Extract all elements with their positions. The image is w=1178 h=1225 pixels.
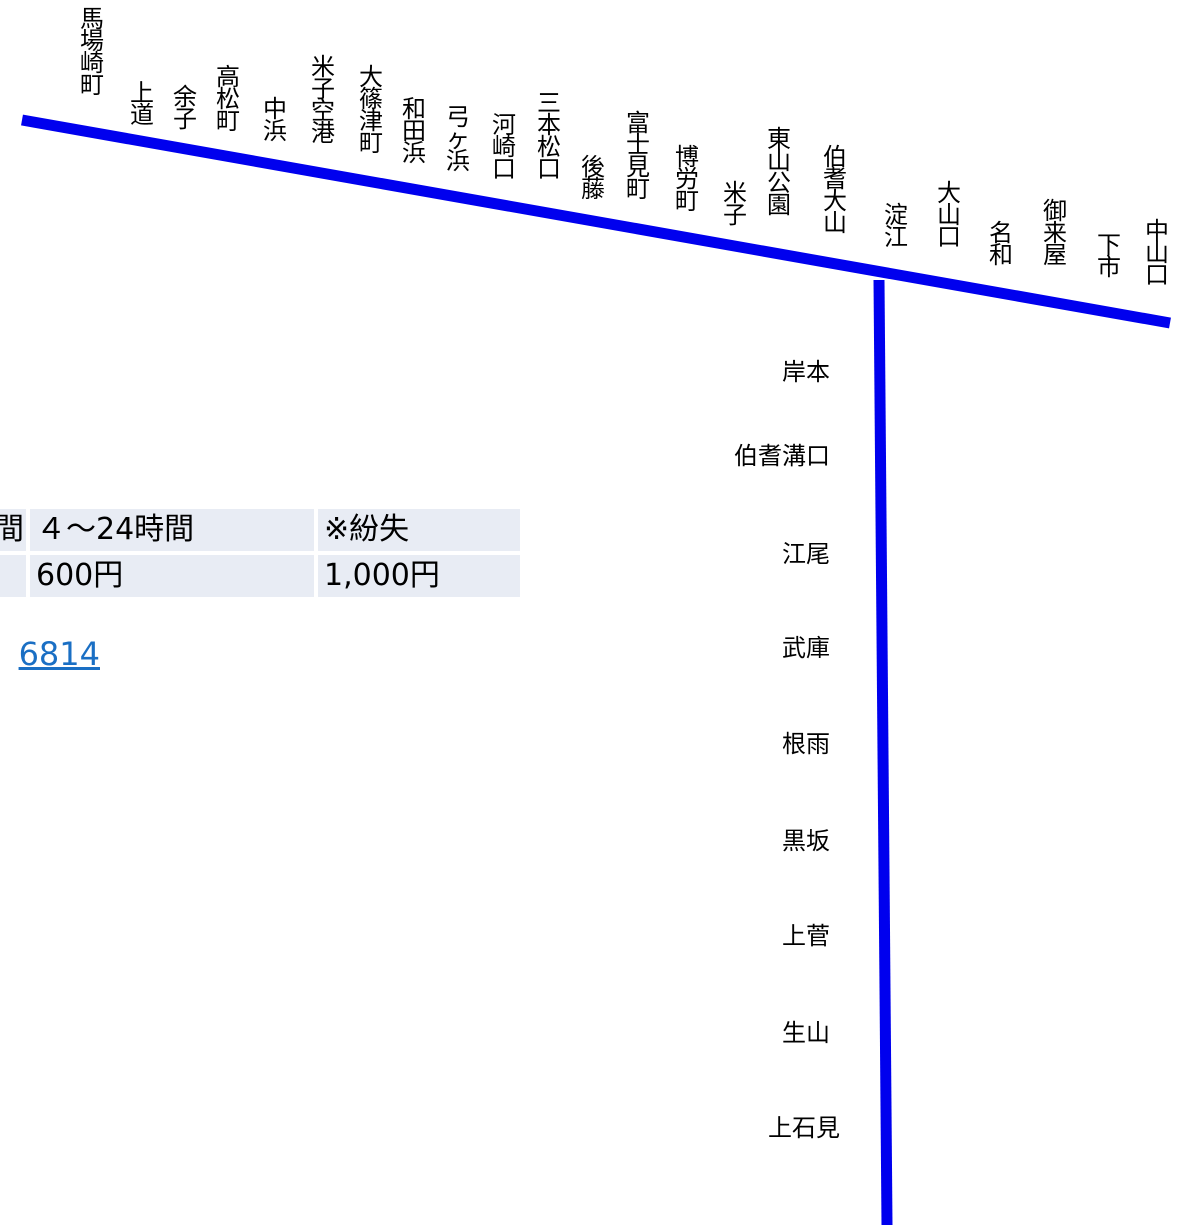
station-label: 馬場崎町 <box>80 5 104 99</box>
station-label: 淀江 <box>884 201 908 251</box>
station-label: 大篠津町 <box>359 63 383 157</box>
phone-link[interactable]: 6814 <box>18 636 100 672</box>
station-label: 高松町 <box>216 63 240 135</box>
fare-table-cell: 間 <box>0 509 26 551</box>
fare-table-cell: ４～24時間 <box>30 509 314 551</box>
station-label: 下市 <box>1097 231 1121 281</box>
fare-table-row: 600円 1,000円 <box>0 555 520 597</box>
station-label: 米子 <box>723 179 747 229</box>
station-label: 御来屋 <box>1043 197 1067 269</box>
fare-table: 間 ４～24時間 ※紛失 600円 1,000円 <box>0 505 524 601</box>
station-label: 伯耆溝口 <box>734 442 830 470</box>
station-label: 中浜 <box>263 95 287 145</box>
fare-table-cell <box>0 555 26 597</box>
station-label: 博労町 <box>675 143 699 215</box>
branch-line <box>873 279 893 1225</box>
station-label: 大山口 <box>937 179 961 251</box>
fare-table-cell: ※紛失 <box>318 509 520 551</box>
station-label: 黒坂 <box>782 827 830 855</box>
station-label: 後藤 <box>581 153 605 203</box>
station-label: 上石見 <box>768 1114 840 1142</box>
station-label: 東山公園 <box>767 125 791 219</box>
station-label: 武庫 <box>782 634 830 662</box>
station-label: 上道 <box>130 79 154 129</box>
station-label: 江尾 <box>782 540 830 568</box>
station-label: 上菅 <box>782 922 830 950</box>
station-label: 生山 <box>782 1019 830 1047</box>
fare-table-cell: 1,000円 <box>318 555 520 597</box>
station-label: 弓ヶ浜 <box>446 103 470 175</box>
station-label: 和田浜 <box>402 95 426 167</box>
station-label: 根雨 <box>782 730 830 758</box>
station-label: 岸本 <box>782 358 830 386</box>
station-label: 三本松口 <box>537 89 561 183</box>
fare-table-cell: 600円 <box>30 555 314 597</box>
station-label: 米子空港 <box>311 53 335 147</box>
station-label: 富士見町 <box>626 109 650 203</box>
station-label: 余子 <box>173 83 197 133</box>
station-label: 河崎口 <box>492 111 516 183</box>
station-label: 名和 <box>989 219 1013 269</box>
main-line <box>21 114 1171 329</box>
fare-table-header-row: 間 ４～24時間 ※紛失 <box>0 509 520 551</box>
station-label: 伯耆大山 <box>823 143 847 237</box>
station-label: 中山口 <box>1145 217 1169 289</box>
